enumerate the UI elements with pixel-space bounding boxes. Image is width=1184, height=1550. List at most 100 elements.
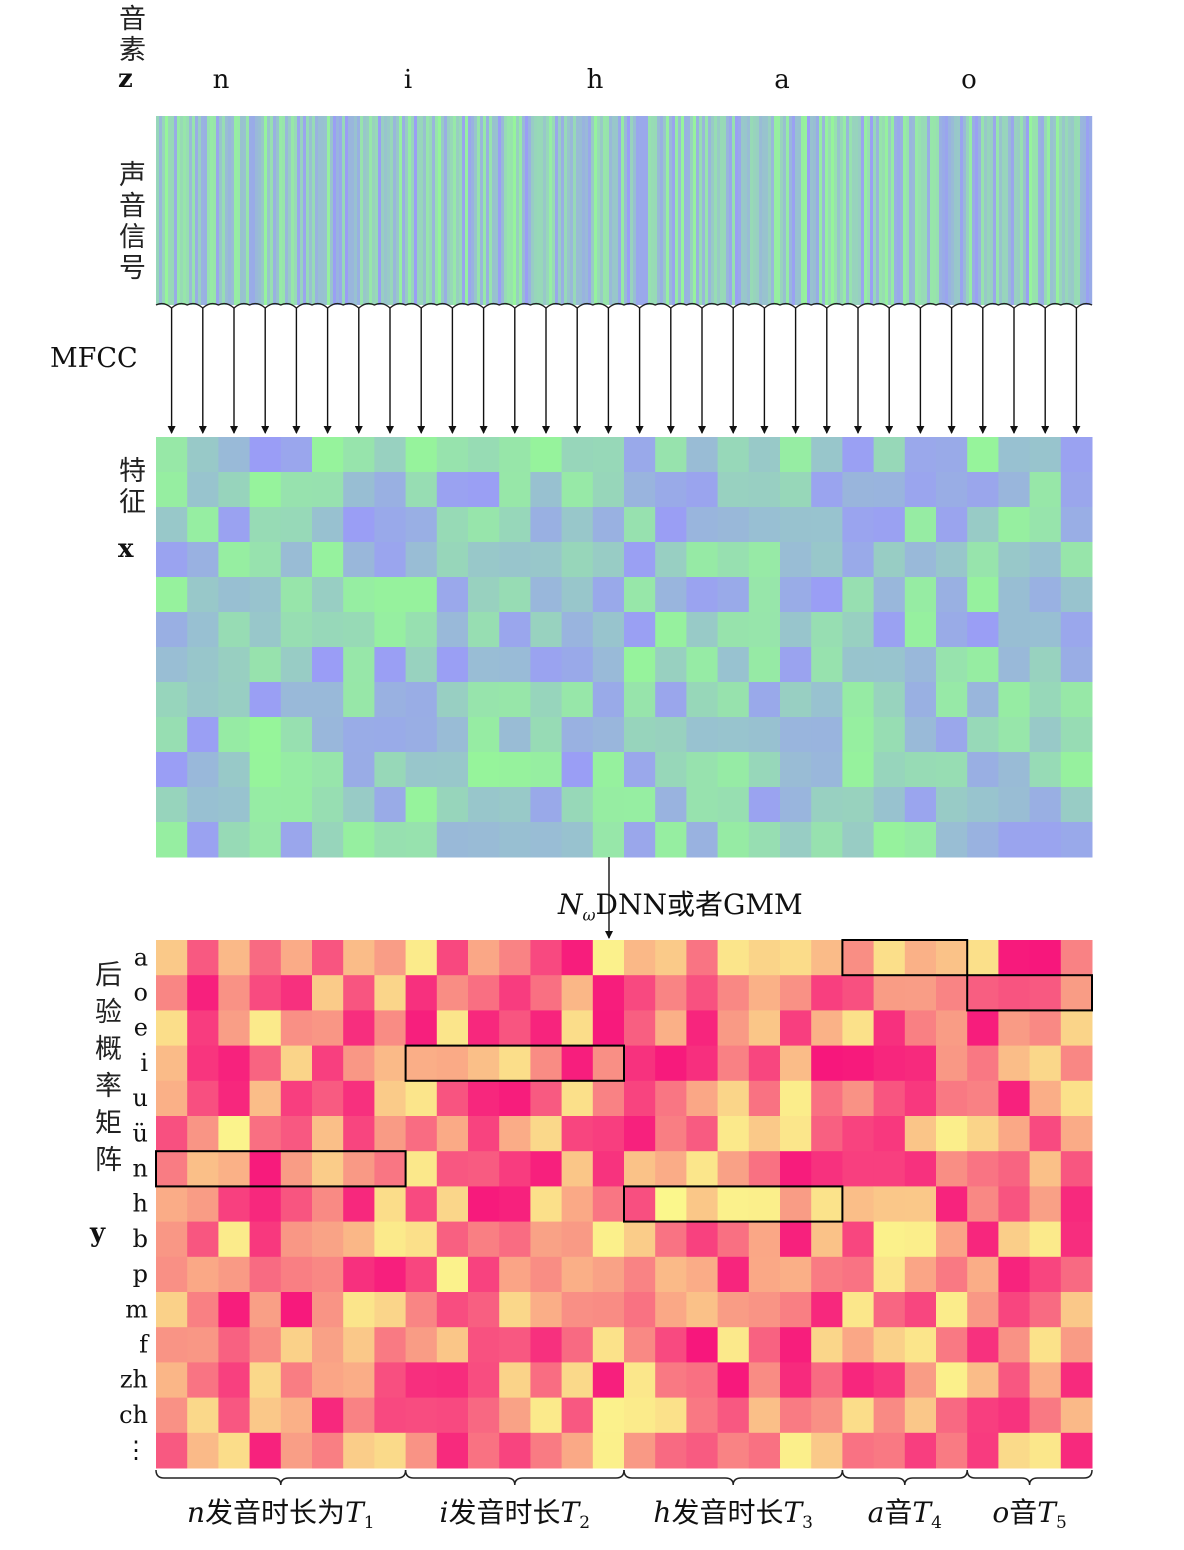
feature-cell — [249, 472, 282, 508]
signal-stripe — [843, 116, 847, 305]
posterior-cell — [312, 1116, 344, 1152]
posterior-cell — [561, 1327, 594, 1363]
signal-stripe — [249, 116, 253, 305]
signal-stripe — [393, 116, 397, 305]
signal-stripe — [522, 116, 526, 305]
signal-stripe — [756, 116, 760, 305]
posterior-cell — [436, 1256, 469, 1293]
posterior-cell — [780, 1397, 812, 1434]
posterior-cell — [998, 1045, 1031, 1082]
feature-cell — [936, 472, 968, 508]
posterior-cell — [936, 1432, 968, 1469]
signal-stripe — [1020, 116, 1024, 305]
posterior-cell — [280, 1010, 313, 1047]
posterior-cell — [592, 1221, 625, 1258]
posterior-cell — [748, 1151, 781, 1187]
posterior-cell — [405, 1045, 438, 1082]
posterior-cell — [655, 1292, 687, 1328]
signal-stripe — [243, 116, 247, 305]
signal-stripe — [408, 116, 412, 305]
feature-cell — [624, 437, 656, 473]
posterior-cell — [624, 1116, 656, 1152]
feature-cell — [218, 437, 251, 473]
posterior-cell — [904, 1292, 937, 1328]
signal-stripe — [510, 116, 514, 305]
feature-cell — [468, 542, 500, 578]
posterior-cell — [717, 1221, 750, 1258]
feature-cell — [468, 507, 500, 543]
feature-cell — [187, 752, 219, 788]
signal-stripe — [501, 116, 505, 305]
signal-stripe — [540, 116, 544, 305]
posterior-cell — [436, 1292, 469, 1328]
feature-cell — [280, 647, 313, 683]
feature-cell — [187, 787, 219, 823]
feature-cell — [842, 647, 875, 683]
signal-stripe — [1059, 116, 1063, 305]
feature-cell — [468, 647, 500, 683]
feature-cell — [436, 787, 469, 823]
posterior-cell — [218, 1151, 251, 1187]
signal-stripe — [819, 116, 823, 305]
feature-cell — [998, 752, 1031, 788]
posterior-cell — [748, 975, 781, 1011]
posterior-cell — [187, 1362, 219, 1399]
feature-cell — [842, 682, 875, 718]
signal-stripe — [600, 116, 604, 305]
posterior-cell — [998, 1256, 1031, 1293]
signal-stripe — [858, 116, 862, 305]
feature-cell — [655, 682, 687, 718]
posterior-cell — [748, 940, 781, 976]
feature-cell — [748, 822, 781, 858]
feature-cell — [904, 437, 937, 473]
feature-cell — [187, 647, 219, 683]
feature-cell — [218, 612, 251, 648]
posterior-cell — [873, 1045, 906, 1082]
posterior-symbol: y — [90, 1218, 106, 1248]
row-label: zh — [120, 1366, 148, 1394]
feature-cell — [249, 647, 282, 683]
feature-cell — [436, 717, 469, 753]
posterior-cell — [156, 1151, 188, 1187]
feature-cell — [748, 612, 781, 648]
signal-stripe — [795, 116, 799, 305]
posterior-cell — [468, 1221, 500, 1258]
posterior-cell — [561, 1080, 594, 1117]
signal-stripe — [162, 116, 166, 305]
signal-stripe — [552, 116, 556, 305]
feature-cell — [312, 647, 344, 683]
feature-cell — [280, 507, 313, 543]
posterior-cell — [904, 975, 937, 1011]
feature-cell — [374, 822, 407, 858]
posterior-cell — [592, 1116, 625, 1152]
feature-cell — [717, 542, 750, 578]
feature-cell — [405, 612, 438, 648]
posterior-cell — [468, 975, 500, 1011]
signal-stripe — [318, 116, 322, 305]
feature-cell — [624, 472, 656, 508]
feature-cell — [561, 717, 594, 753]
signal-stripe — [675, 116, 679, 305]
signal-stripe — [912, 116, 916, 305]
feature-cell — [249, 612, 282, 648]
posterior-cell — [343, 1010, 375, 1047]
posterior-cell — [1029, 1292, 1062, 1328]
feature-cell — [436, 577, 469, 613]
posterior-cell — [468, 1256, 500, 1293]
feature-cell — [499, 787, 531, 823]
mfcc-label: MFCC — [50, 343, 138, 374]
signal-stripe — [972, 116, 976, 305]
feature-cell — [343, 787, 375, 823]
feature-cell — [811, 752, 843, 788]
posterior-cell — [468, 1045, 500, 1082]
feature-cell — [312, 507, 344, 543]
feature-cell — [624, 822, 656, 858]
posterior-cell — [468, 1186, 500, 1223]
posterior-cell — [156, 1045, 188, 1082]
posterior-cell — [1029, 1010, 1062, 1047]
posterior-cell — [156, 975, 188, 1011]
posterior-cell — [655, 975, 687, 1011]
signal-stripe — [330, 116, 334, 305]
signal-stripe — [570, 116, 574, 305]
feature-cell — [187, 717, 219, 753]
